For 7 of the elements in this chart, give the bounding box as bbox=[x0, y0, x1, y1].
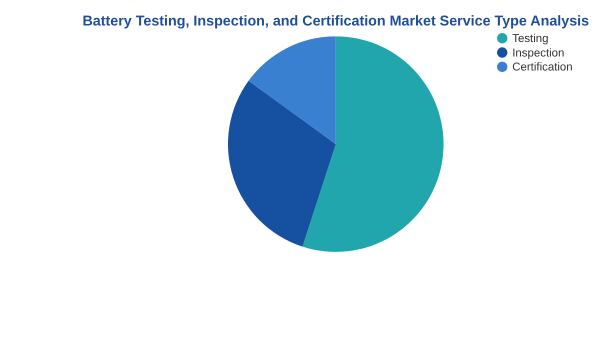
pie-slice bbox=[228, 80, 336, 247]
legend-label: Certification bbox=[512, 62, 573, 74]
pie-slice bbox=[302, 36, 444, 252]
legend-label: Testing bbox=[512, 33, 548, 46]
chart-title: Battery Testing, Inspection, and Certification Market Service Type Analysis bbox=[82, 13, 590, 30]
legend-label: Inspection bbox=[512, 47, 564, 60]
pie-slice bbox=[248, 36, 336, 144]
